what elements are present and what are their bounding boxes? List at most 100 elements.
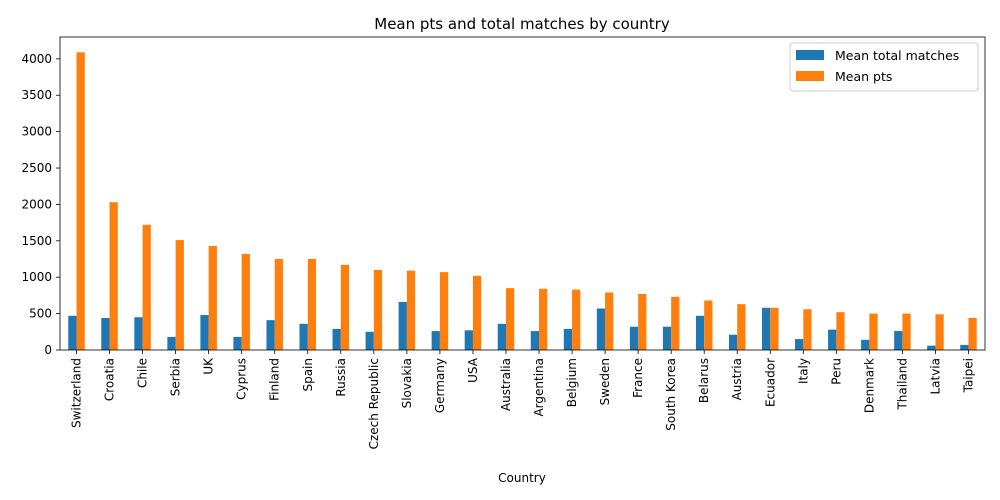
y-tick-label: 1500 xyxy=(21,234,52,248)
chart-title: Mean pts and total matches by country xyxy=(374,15,670,33)
plot-frame xyxy=(59,36,986,351)
bar-mean-pts-spain xyxy=(307,259,317,350)
bar-mean-total-matches-denmark xyxy=(861,339,870,350)
bar-mean-total-matches-south-korea xyxy=(662,326,672,350)
y-tick-label: 4000 xyxy=(21,52,52,66)
x-axis-title: Country xyxy=(498,471,546,485)
bar-mean-total-matches-chile xyxy=(134,317,143,350)
x-tick-label-switzerland: Switzerland xyxy=(70,358,84,428)
y-tick-label: 1000 xyxy=(21,270,52,284)
bar-mean-pts-sweden xyxy=(605,292,614,350)
bars-layer xyxy=(68,52,977,350)
bar-mean-pts-latvia xyxy=(935,314,944,350)
bar-mean-total-matches-taipei xyxy=(960,344,969,350)
bar-mean-total-matches-germany xyxy=(431,331,440,350)
bar-mean-pts-argentina xyxy=(539,288,548,350)
legend-swatch-mean-total-matches xyxy=(796,50,824,60)
bar-mean-total-matches-ecuador xyxy=(762,307,771,350)
bar-mean-pts-italy xyxy=(803,309,812,350)
x-tick-label-usa: USA xyxy=(466,357,480,383)
bar-mean-pts-austria xyxy=(737,304,746,350)
bar-mean-pts-finland xyxy=(274,259,283,350)
y-tick-label: 3000 xyxy=(21,125,52,139)
x-tick-label-serbia: Serbia xyxy=(169,358,183,396)
x-tick-label-czech-republic: Czech Republic xyxy=(367,358,381,449)
x-tick-label-cyprus: Cyprus xyxy=(235,358,249,400)
x-tick-label-latvia: Latvia xyxy=(928,358,942,395)
bar-mean-pts-uk xyxy=(208,245,217,350)
bar-mean-pts-serbia xyxy=(175,240,184,350)
legend-label-mean-total-matches: Mean total matches xyxy=(835,48,959,63)
x-tick-label-germany: Germany xyxy=(433,358,447,413)
x-tick-label-finland: Finland xyxy=(268,358,282,401)
bar-mean-pts-belgium xyxy=(572,289,581,350)
x-tick-label-slovakia: Slovakia xyxy=(400,358,414,408)
x-tick-label-denmark: Denmark xyxy=(862,358,876,413)
legend: Mean total matches Mean pts xyxy=(789,42,979,92)
legend-swatch-mean-pts xyxy=(796,71,824,81)
bar-mean-pts-peru xyxy=(836,312,845,350)
bar-mean-total-matches-usa xyxy=(464,330,473,350)
bar-mean-total-matches-italy xyxy=(795,339,804,350)
x-tick-label-croatia: Croatia xyxy=(103,358,117,401)
x-tick-label-austria: Austria xyxy=(730,358,744,400)
bar-mean-total-matches-argentina xyxy=(530,331,540,350)
bar-mean-pts-denmark xyxy=(869,313,878,350)
x-tick-label-peru: Peru xyxy=(829,358,843,385)
x-tick-label-belgium: Belgium xyxy=(565,358,579,407)
bar-mean-pts-belarus xyxy=(704,300,713,350)
x-tick-label-argentina: Argentina xyxy=(532,358,546,417)
y-tick-label: 2000 xyxy=(21,197,52,211)
axes-layer: 0 500 1000 1500 2000 2500 3000 3500 4000 Switzerl… xyxy=(21,36,986,449)
bar-mean-total-matches-slovakia xyxy=(398,301,407,350)
legend-label-mean-pts: Mean pts xyxy=(835,69,892,84)
bar-mean-pts-czech-republic xyxy=(373,269,383,350)
x-tick-label-ecuador: Ecuador xyxy=(763,358,777,407)
bar-mean-total-matches-finland xyxy=(266,320,275,350)
x-tick-label-spain: Spain xyxy=(301,358,315,392)
x-tick-label-chile: Chile xyxy=(136,358,150,388)
bar-mean-pts-russia xyxy=(340,264,350,350)
bar-mean-pts-thailand xyxy=(902,313,911,350)
bar-mean-total-matches-cyprus xyxy=(233,336,242,350)
bar-mean-pts-switzerland xyxy=(76,52,85,350)
bar-mean-pts-australia xyxy=(505,288,515,350)
bar-mean-pts-chile xyxy=(142,224,151,350)
y-tick-label: 0 xyxy=(44,343,52,357)
y-tick-label: 500 xyxy=(29,307,52,321)
x-tick-label-italy: Italy xyxy=(796,358,810,384)
bar-mean-pts-slovakia xyxy=(406,270,416,350)
bar-mean-total-matches-sweden xyxy=(596,308,606,350)
x-tick-label-france: France xyxy=(631,358,645,398)
x-tick-label-thailand: Thailand xyxy=(895,358,909,411)
bar-mean-total-matches-austria xyxy=(728,334,738,350)
bar-mean-pts-taipei xyxy=(968,317,977,350)
x-tick-label-belarus: Belarus xyxy=(697,358,711,403)
bar-mean-pts-cyprus xyxy=(241,253,250,350)
bar-mean-total-matches-thailand xyxy=(894,331,903,350)
y-tick-label: 3500 xyxy=(21,88,52,102)
bar-mean-total-matches-croatia xyxy=(101,317,110,350)
bar-mean-pts-germany xyxy=(439,272,449,350)
bar-mean-total-matches-australia xyxy=(497,323,506,350)
x-tick-label-south-korea: South Korea xyxy=(664,358,678,431)
bar-mean-total-matches-latvia xyxy=(927,345,936,350)
y-tick-label: 2500 xyxy=(21,161,52,175)
bar-mean-pts-south-korea xyxy=(671,296,680,350)
bar-mean-total-matches-switzerland xyxy=(68,315,77,350)
x-tick-label-russia: Russia xyxy=(334,358,348,397)
bar-mean-pts-croatia xyxy=(109,202,118,350)
bar-mean-total-matches-russia xyxy=(332,328,341,350)
x-tick-label-sweden: Sweden xyxy=(598,358,612,405)
bar-mean-total-matches-peru xyxy=(828,329,837,350)
bar-mean-total-matches-belarus xyxy=(695,315,705,350)
x-tick-label-australia: Australia xyxy=(499,358,513,411)
bar-mean-pts-france xyxy=(638,293,647,350)
bar-mean-total-matches-serbia xyxy=(167,336,176,350)
bar-mean-total-matches-france xyxy=(629,326,639,350)
bar-mean-total-matches-czech-republic xyxy=(365,331,374,350)
legend-box xyxy=(789,42,979,92)
bar-mean-total-matches-uk xyxy=(200,315,209,350)
